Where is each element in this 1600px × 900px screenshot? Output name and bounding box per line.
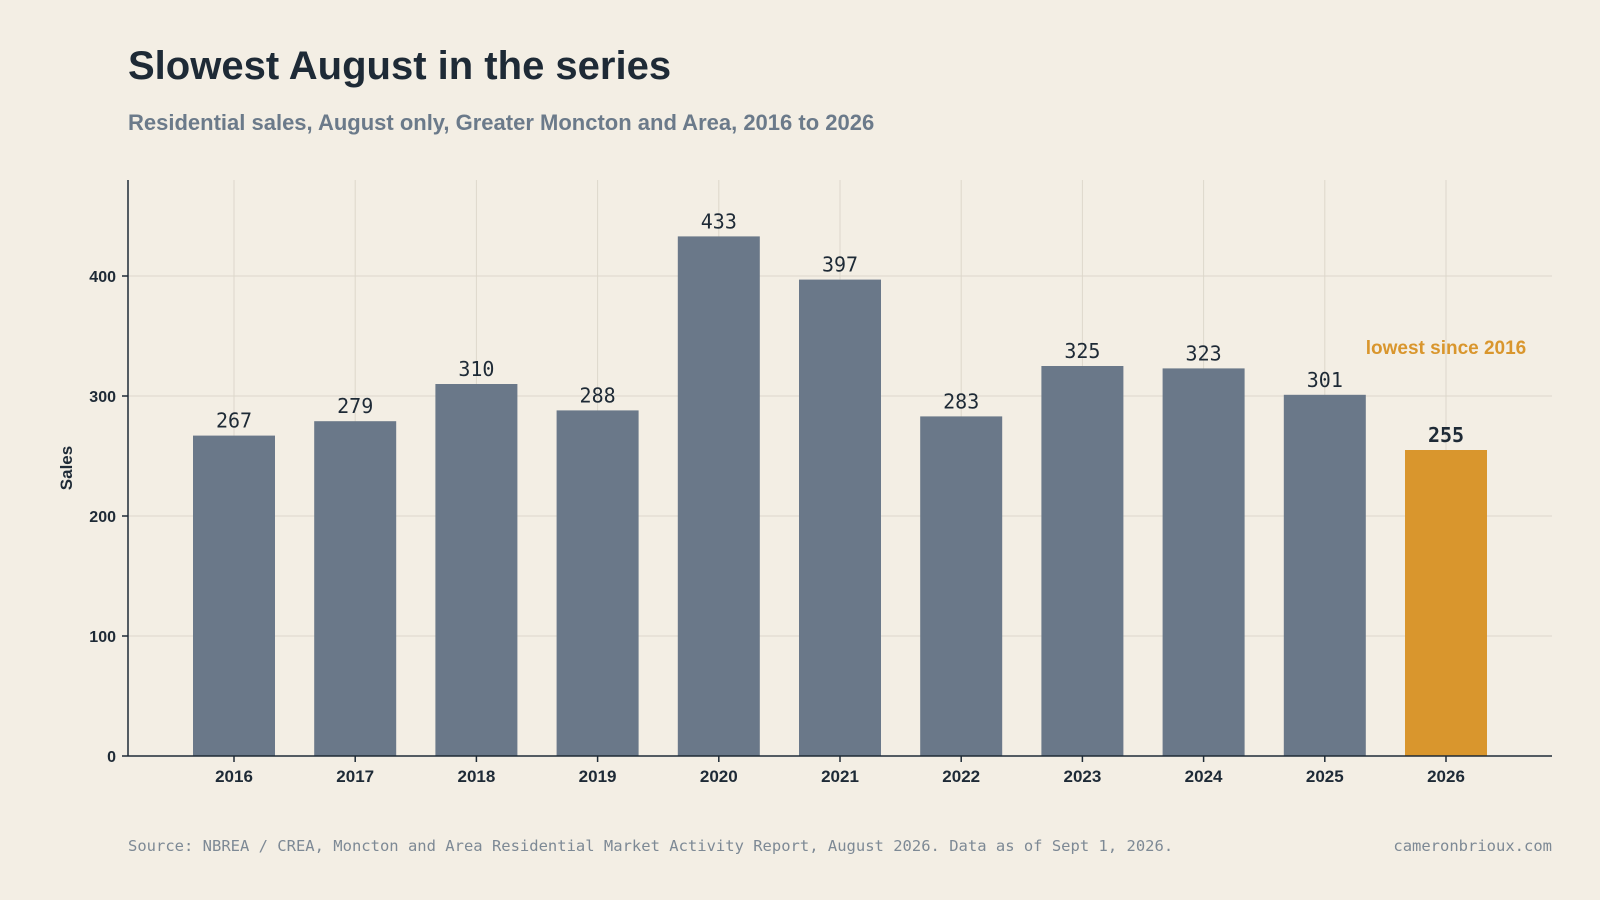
data-label: 255	[1428, 423, 1464, 447]
annotation-lowest: lowest since 2016	[1366, 338, 1527, 359]
data-label: 279	[337, 394, 373, 418]
data-label: 323	[1186, 341, 1222, 365]
chart-subtitle: Residential sales, August only, Greater …	[128, 110, 875, 135]
data-label: 301	[1307, 368, 1343, 392]
bar-2024	[1162, 368, 1245, 756]
x-tick-label: 2023	[1063, 767, 1101, 786]
data-label: 283	[943, 389, 979, 413]
bar-2026	[1405, 450, 1487, 756]
y-tick-label: 400	[89, 269, 116, 286]
bar-2021	[799, 279, 881, 756]
x-tick-label: 2026	[1427, 767, 1465, 786]
data-label: 433	[701, 209, 737, 233]
bar-2022	[920, 416, 1003, 756]
y-axis-label: Sales	[57, 446, 76, 490]
bar-2020	[677, 236, 760, 756]
bar-2017	[314, 421, 397, 756]
x-tick-label: 2016	[215, 767, 253, 786]
x-tick-label: 2019	[579, 767, 617, 786]
data-label: 325	[1064, 339, 1100, 363]
x-tick-label: 2025	[1306, 767, 1344, 786]
bar-2025	[1283, 394, 1366, 756]
bar-chart: 267 279 310 288 433 397 283 325 323 301 255 0 100 200…	[57, 180, 1552, 786]
y-tick-label: 300	[89, 389, 116, 406]
x-tick-label: 2022	[942, 767, 980, 786]
x-tick-label: 2018	[457, 767, 495, 786]
y-tick-label: 100	[89, 629, 116, 646]
x-tick-label: 2020	[700, 767, 738, 786]
data-label: 267	[216, 409, 252, 433]
y-tick-label: 0	[107, 749, 116, 766]
bar-2016	[193, 435, 275, 756]
bar-2019	[556, 410, 639, 756]
y-tick-label: 200	[89, 509, 116, 526]
x-tick-label: 2017	[336, 767, 374, 786]
data-label: 288	[580, 383, 616, 407]
data-label: 310	[458, 357, 494, 381]
source-note: Source: NBREA / CREA, Moncton and Area R…	[128, 837, 1174, 855]
bar-2023	[1041, 366, 1124, 756]
site-link[interactable]: cameronbrioux.com	[1393, 837, 1552, 855]
chart-title: Slowest August in the series	[128, 44, 672, 88]
bar-2018	[435, 384, 518, 756]
x-tick-label: 2021	[821, 767, 859, 786]
data-label: 397	[822, 253, 858, 277]
x-tick-label: 2024	[1185, 767, 1223, 786]
